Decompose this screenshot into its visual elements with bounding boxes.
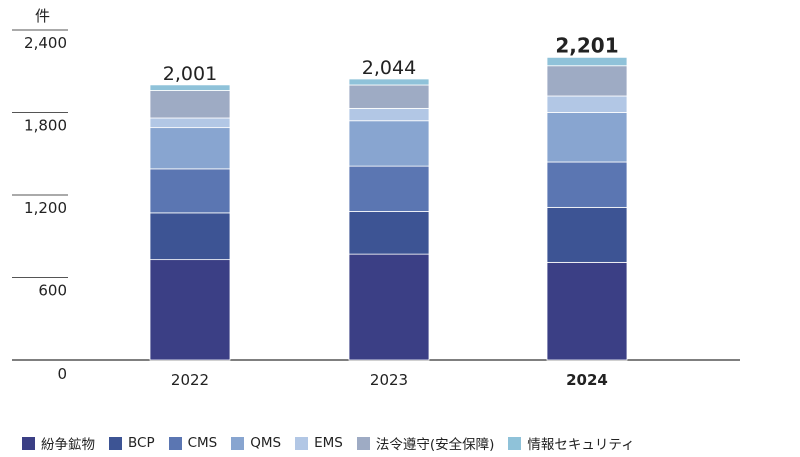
bar-segment-2022-法令遵守(安全保障) bbox=[149, 90, 231, 119]
legend-label: EMS bbox=[314, 435, 343, 451]
y-tick-label: 600 bbox=[38, 282, 67, 300]
bar-segment-2023-QMS bbox=[348, 120, 430, 167]
legend-item: BCP bbox=[109, 435, 155, 451]
bar-segment-2024-EMS bbox=[546, 95, 628, 113]
bar-segment-2024-CMS bbox=[546, 161, 628, 208]
total-label-2024: 2,201 bbox=[555, 33, 618, 57]
bar-segment-2023-CMS bbox=[348, 165, 430, 212]
legend-item: 情報セキュリティ bbox=[508, 433, 635, 453]
legend: 紛争鉱物 BCP CMS QMS EMS 法令遵守(安全保障) 情報セキュリティ bbox=[22, 433, 649, 453]
bar-segment-2024-BCP bbox=[546, 206, 628, 263]
bar-segment-2023-EMS bbox=[348, 107, 430, 122]
legend-label: 紛争鉱物 bbox=[41, 437, 95, 453]
legend-item: 法令遵守(安全保障) bbox=[356, 433, 495, 453]
bar-segment-2024-情報セキュリティ bbox=[546, 56, 628, 67]
bar-segment-2023-情報セキュリティ bbox=[348, 78, 430, 86]
legend-label: QMS bbox=[250, 435, 282, 451]
legend-swatch bbox=[231, 436, 245, 450]
legend-item: 紛争鉱物 bbox=[22, 433, 95, 453]
y-tick-label: 1,200 bbox=[24, 199, 67, 217]
bar-segment-2024-紛争鉱物 bbox=[546, 261, 628, 361]
legend-label: CMS bbox=[187, 435, 218, 451]
y-tick-label: 0 bbox=[57, 365, 67, 383]
bar-segment-2024-法令遵守(安全保障) bbox=[546, 65, 628, 97]
y-tick-label: 2,400 bbox=[24, 34, 67, 52]
bar-segment-2022-BCP bbox=[149, 212, 231, 261]
bar-segment-2022-CMS bbox=[149, 168, 231, 214]
legend-label: 情報セキュリティ bbox=[527, 437, 635, 453]
bar-segment-2023-BCP bbox=[348, 211, 430, 255]
legend-label: BCP bbox=[128, 435, 155, 451]
legend-swatch bbox=[168, 436, 182, 450]
legend-item: QMS bbox=[231, 435, 281, 451]
total-label-2023: 2,044 bbox=[362, 57, 416, 79]
bar-segment-2024-QMS bbox=[546, 112, 628, 163]
total-label-2022: 2,001 bbox=[163, 63, 217, 85]
bar-segment-2023-紛争鉱物 bbox=[348, 253, 430, 361]
legend-swatch bbox=[295, 436, 309, 450]
y-tick-label: 1,800 bbox=[24, 117, 67, 135]
legend-swatch bbox=[508, 436, 522, 450]
legend-label: 法令遵守(安全保障) bbox=[375, 437, 495, 453]
bar-segment-2022-情報セキュリティ bbox=[149, 84, 231, 91]
x-tick-label-2024: 2024 bbox=[566, 371, 608, 389]
legend-item: CMS bbox=[168, 435, 218, 451]
legend-swatch bbox=[22, 436, 35, 450]
stacked-bar-chart: 件 0 600 1,200 1,800 2,400 2,001 2022 2,044 2023 2,… bbox=[12, 7, 740, 389]
bar-segment-2022-QMS bbox=[149, 127, 231, 170]
x-tick-label-2022: 2022 bbox=[171, 371, 209, 389]
bar-segment-2023-法令遵守(安全保障) bbox=[348, 84, 430, 109]
x-tick-label-2023: 2023 bbox=[370, 371, 408, 389]
bar-segment-2022-紛争鉱物 bbox=[149, 259, 231, 361]
legend-item: EMS bbox=[295, 435, 343, 451]
legend-swatch bbox=[356, 436, 370, 450]
legend-swatch bbox=[109, 436, 122, 450]
bar-segment-2022-EMS bbox=[149, 117, 231, 129]
y-axis-unit-label: 件 bbox=[35, 7, 50, 25]
